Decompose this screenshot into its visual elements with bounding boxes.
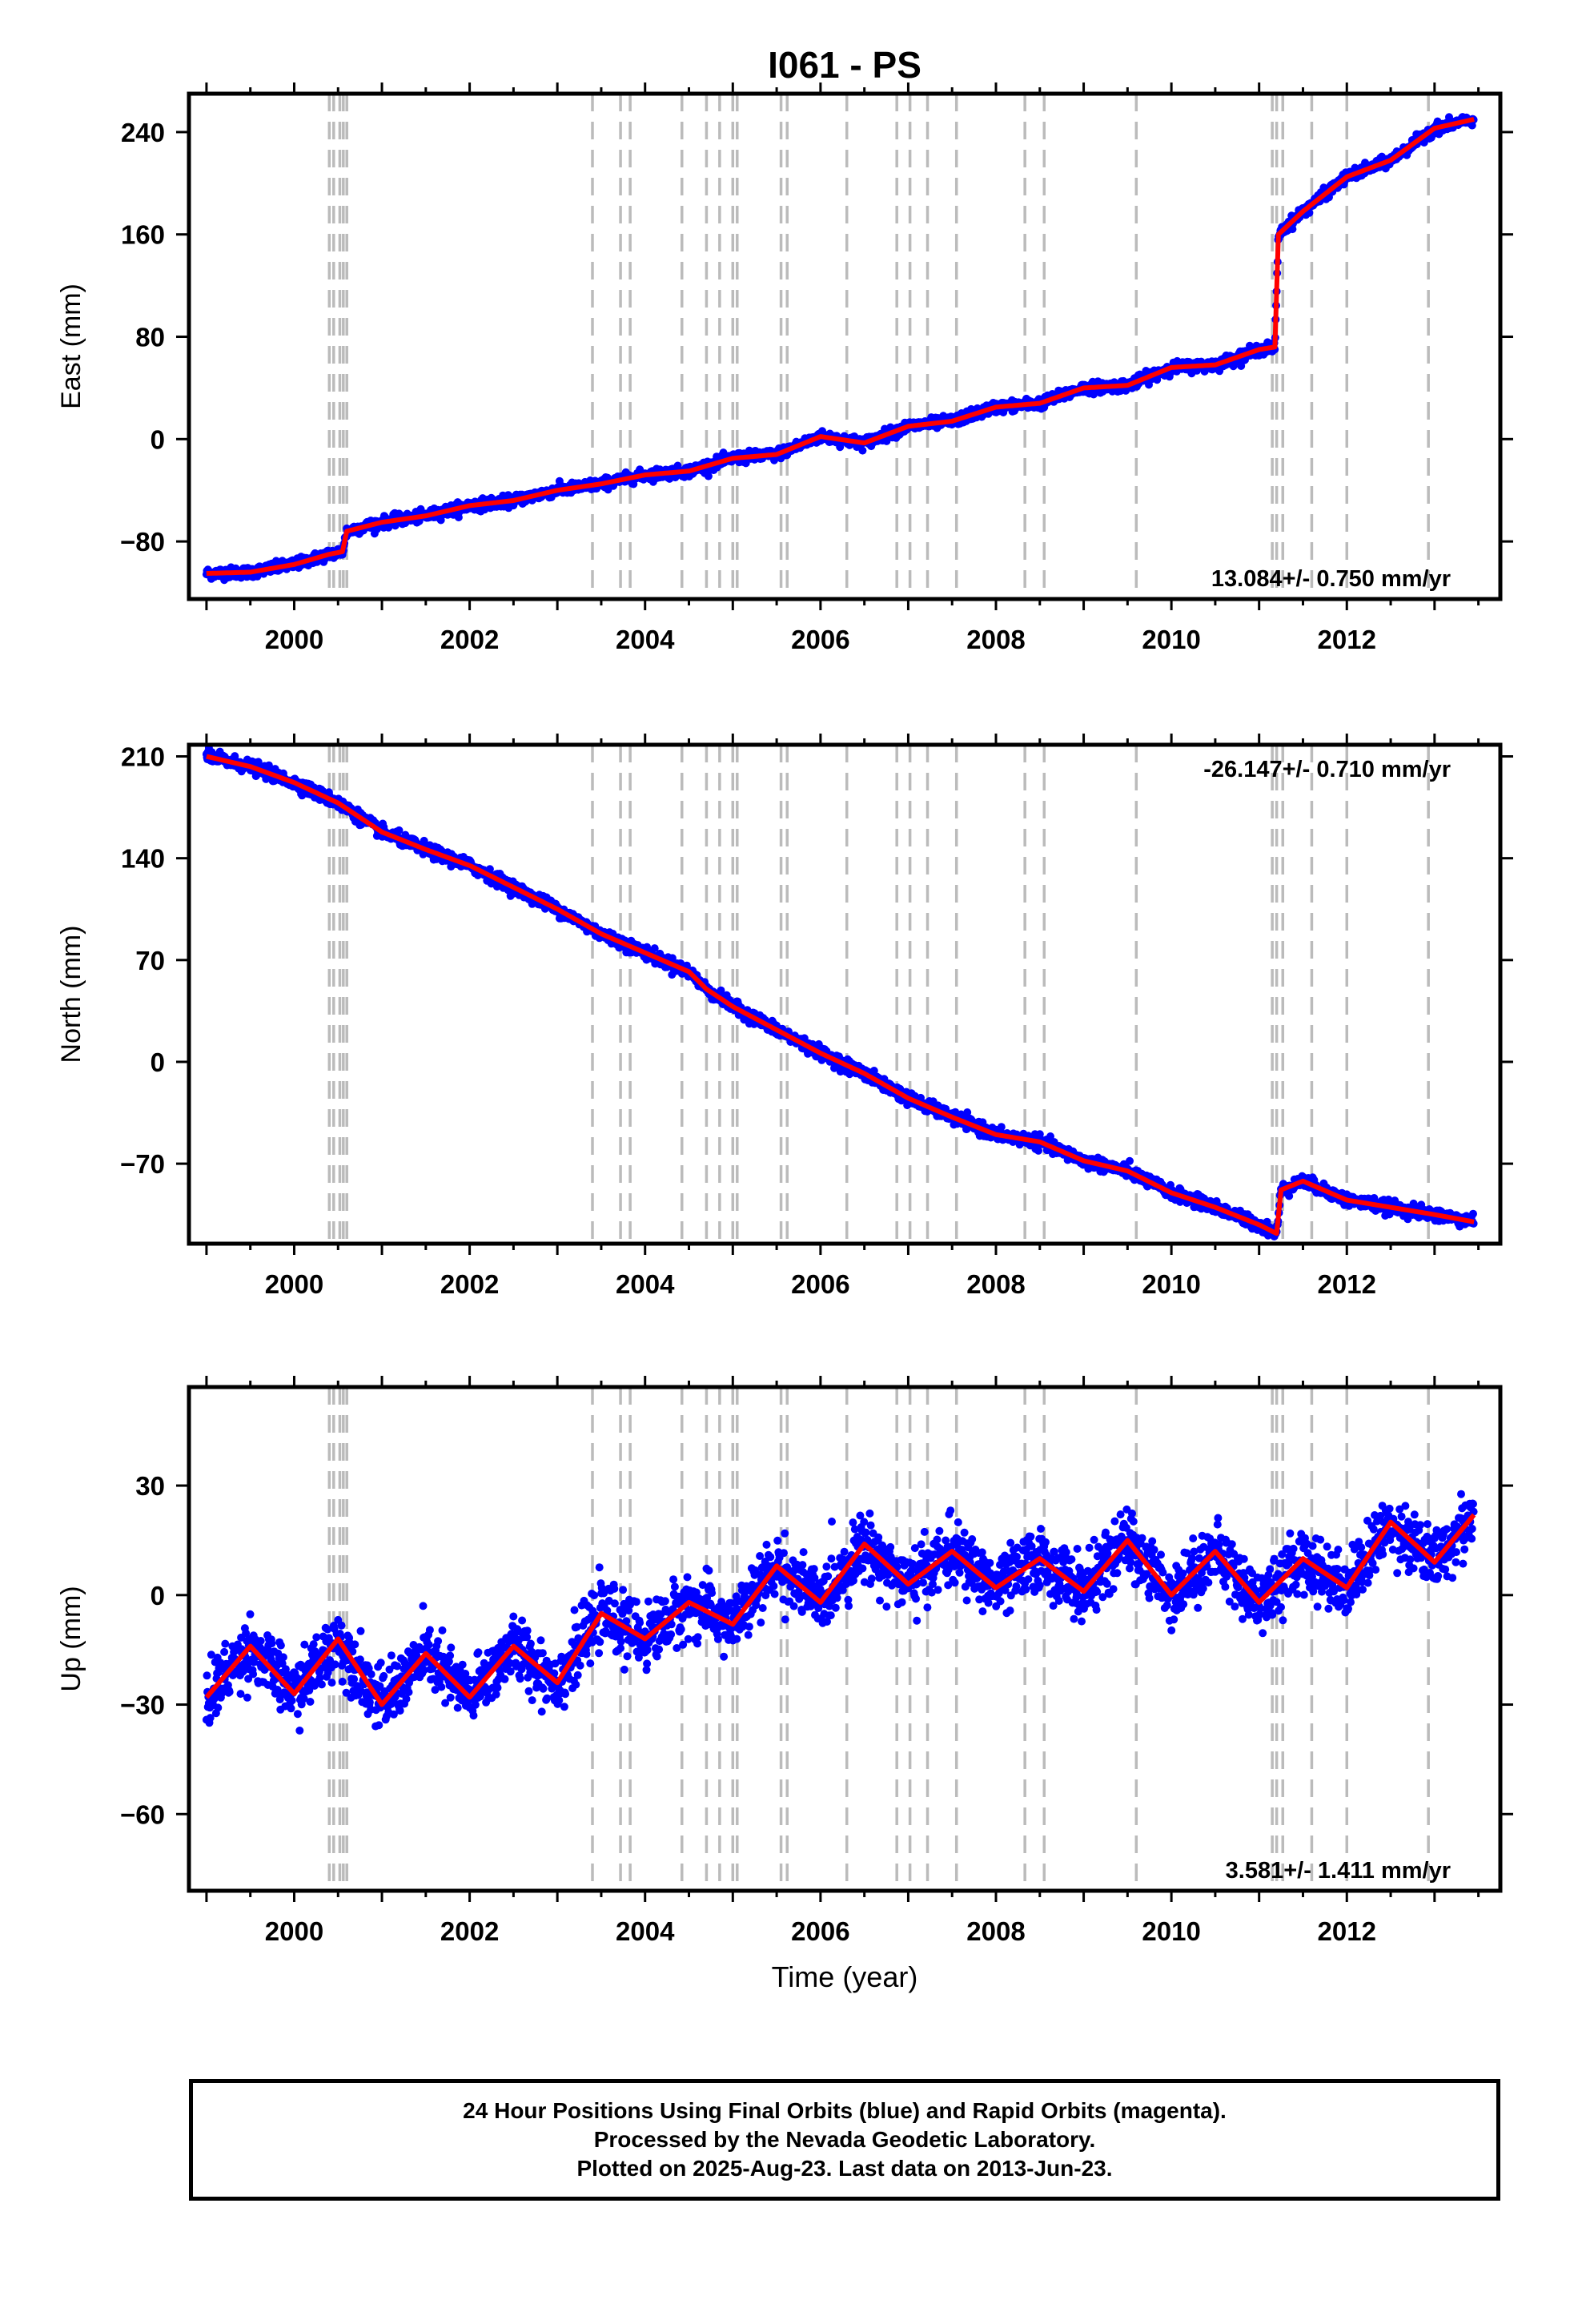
rate-label: 13.084+/- 0.750 mm/yr [1211,566,1451,592]
x-tick-label: 2010 [1142,625,1200,654]
data-point [858,446,867,455]
data-points [202,113,1478,585]
x-tick-label: 2002 [440,625,499,654]
x-tick-label: 2000 [265,625,323,654]
x-tick-label: 2004 [616,625,675,654]
y-tick-label: 0 [151,424,165,454]
data-points [202,745,1478,1240]
chart-title: I061 - PS [768,44,921,86]
data-point [704,472,713,480]
y-tick-label: 240 [121,118,165,147]
data-point [1126,1156,1134,1165]
x-tick-label: 2012 [1318,625,1376,654]
panel-east: 2000 2002 2004 2006 2008 2010 2012 −80 0 80 160 240… [56,44,1513,654]
x-tick-label: 2008 [966,625,1025,654]
panel-north: 2000 2002 2004 2006 2008 2010 2012−70070140210… [56,734,1513,1299]
y-tick-label: 80 [135,323,165,352]
event-lines [327,745,1430,1244]
x-tick-label: 2006 [791,625,849,654]
y-tick-label: −80 [120,527,165,557]
y-tick-label: 160 [121,220,165,250]
data-point [997,1123,1006,1132]
y-axis-label: East (mm) [56,283,86,409]
